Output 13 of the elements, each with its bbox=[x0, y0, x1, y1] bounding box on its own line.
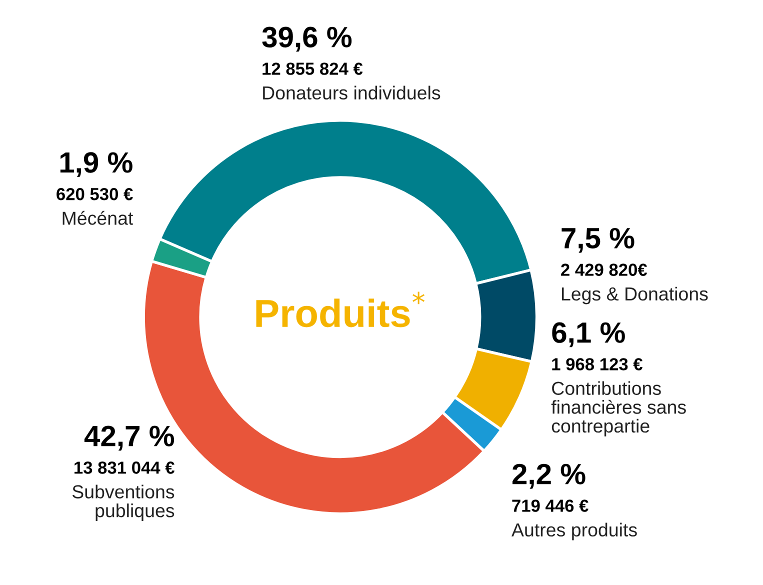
data-label: 1,9 % 620 530 € bbox=[56, 152, 133, 200]
data-label: 42,7 % 13 831 044 € bbox=[74, 426, 175, 474]
slice-label: Subventions publiques bbox=[72, 484, 174, 522]
slice-label: Mécénat bbox=[62, 210, 134, 225]
slice-label: Donateurs individuels bbox=[263, 86, 440, 100]
data-label: 6,1 % 1 968 123 € bbox=[552, 322, 643, 370]
data-label: 39,6 % 12 855 824 € bbox=[262, 26, 363, 75]
slice-label: Contributions financières sans contrepartie bbox=[551, 381, 686, 436]
slice-label: Autres produits bbox=[512, 522, 637, 540]
data-label: 2,2 % 719 446 € bbox=[512, 464, 588, 512]
data-label: 7,5 % 2 429 820€ bbox=[561, 228, 648, 276]
text: Produits$^{*}$ bbox=[256, 292, 425, 328]
slice-label: Legs & Donations bbox=[562, 286, 708, 304]
